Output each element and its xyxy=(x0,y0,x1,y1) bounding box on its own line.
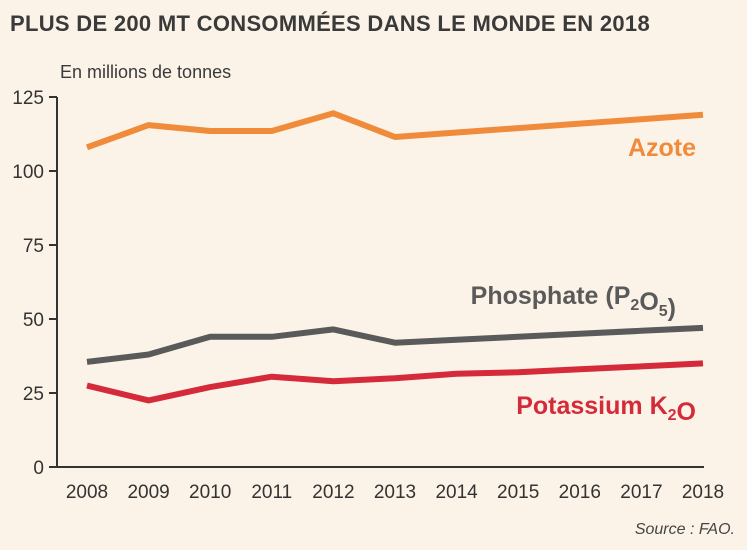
y-tick-label: 125 xyxy=(12,88,44,109)
x-tick-label: 2011 xyxy=(251,482,292,503)
series-label-potassium-k2o: Potassium K2O xyxy=(516,392,696,426)
x-tick-label: 2009 xyxy=(127,482,169,503)
series-line-phosphate-p2o5- xyxy=(86,324,704,365)
x-tick-label: 2015 xyxy=(497,482,539,503)
series-label-azote: Azote xyxy=(628,134,696,162)
series-line-potassium-k2o xyxy=(86,360,704,404)
chart-title: PLUS DE 200 MT CONSOMMÉES DANS LE MONDE … xyxy=(10,11,651,36)
y-tick-label: 50 xyxy=(23,310,44,331)
x-tick-label: 2012 xyxy=(312,482,354,503)
x-tick-label: 2014 xyxy=(435,482,478,503)
source-note: Source : FAO. xyxy=(634,521,735,538)
series-line-azote xyxy=(85,110,704,151)
series-label-phosphate-p2o5-: Phosphate (P2O5) xyxy=(471,282,676,322)
y-tick-label: 75 xyxy=(23,236,44,257)
x-tick-label: 2008 xyxy=(66,482,108,503)
x-tick-label: 2018 xyxy=(682,482,724,503)
y-axis-unit-label: En millions de tonnes xyxy=(60,62,232,82)
x-tick-label: 2016 xyxy=(559,482,601,503)
y-tick-label: 100 xyxy=(12,162,44,183)
x-tick-label: 2010 xyxy=(189,482,231,503)
y-tick-label: 25 xyxy=(23,384,44,405)
y-tick-label: 0 xyxy=(33,458,44,479)
x-tick-label: 2013 xyxy=(374,482,416,503)
x-tick-label: 2017 xyxy=(620,482,662,503)
